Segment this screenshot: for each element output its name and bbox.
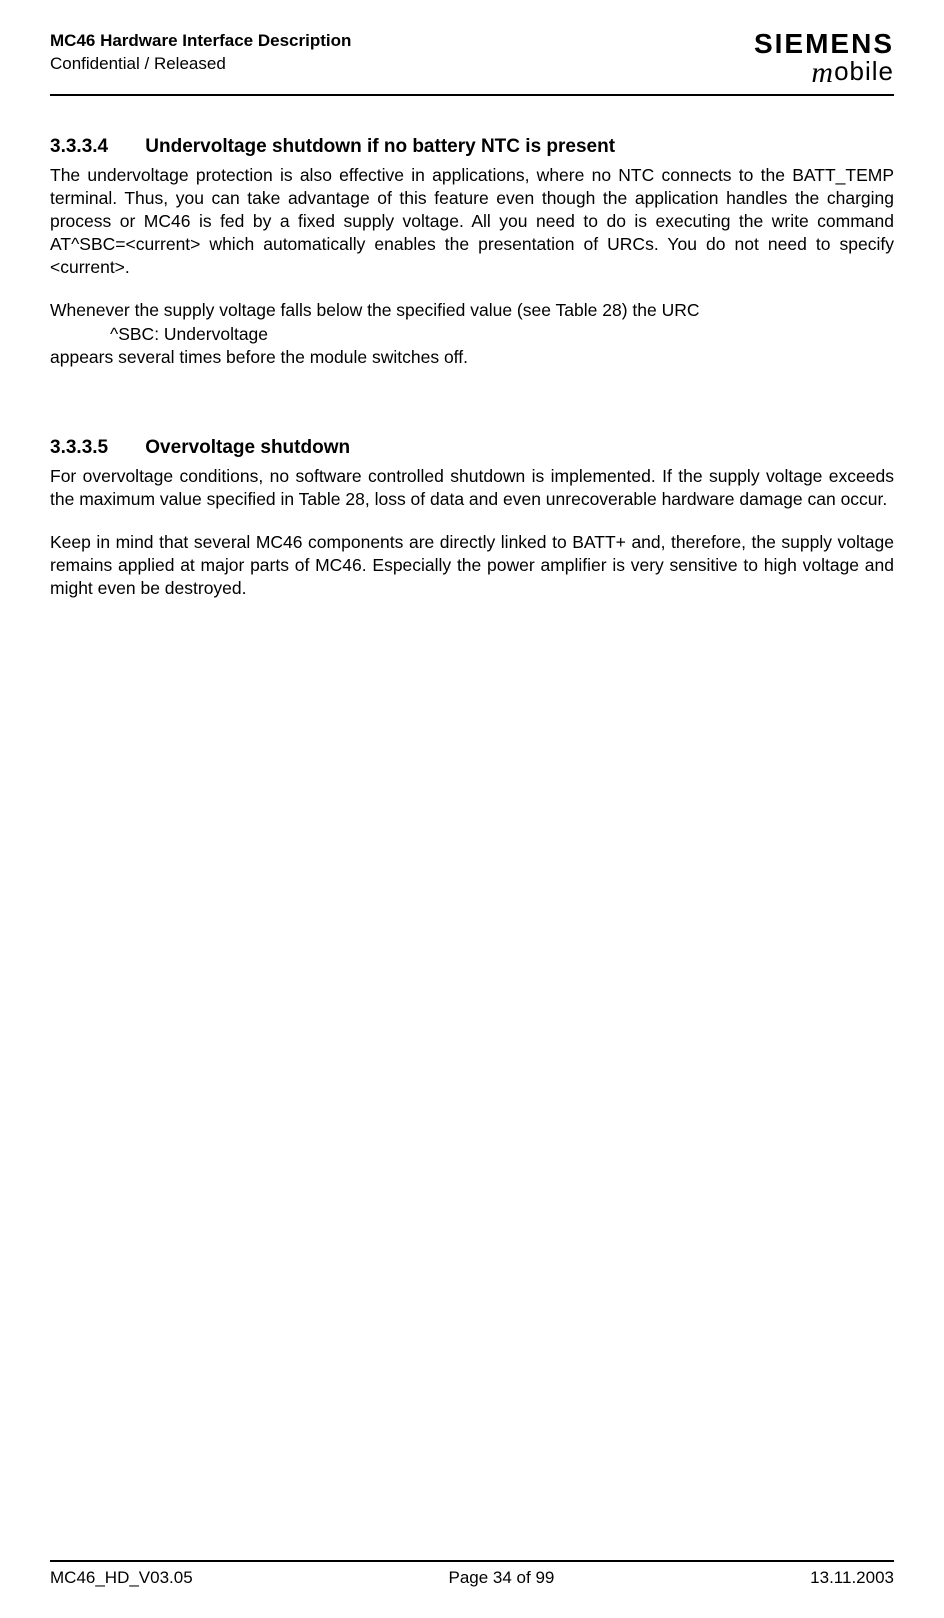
page-footer: MC46_HD_V03.05 Page 34 of 99 13.11.2003 (50, 1560, 894, 1588)
logo-mobile-m: m (811, 56, 834, 89)
page-header: MC46 Hardware Interface Description Conf… (50, 30, 894, 96)
section-title-1: Undervoltage shutdown if no battery NTC … (145, 136, 615, 157)
header-left-block: MC46 Hardware Interface Description Conf… (50, 30, 351, 76)
section1-para2-line1: Whenever the supply voltage falls below … (50, 300, 699, 320)
section-heading-2: 3.3.3.5 Overvoltage shutdown (50, 437, 894, 459)
siemens-logo: SIEMENS mobile (754, 30, 894, 88)
section1-para2: Whenever the supply voltage falls below … (50, 299, 894, 368)
section-heading-1: 3.3.3.4 Undervoltage shutdown if no batt… (50, 136, 894, 158)
logo-mobile-text: mobile (754, 58, 894, 88)
footer-center: Page 34 of 99 (449, 1568, 555, 1588)
logo-mobile-rest: obile (834, 56, 894, 86)
section2-para1: For overvoltage conditions, no software … (50, 465, 894, 511)
section-title-2: Overvoltage shutdown (145, 437, 350, 458)
logo-siemens-text: SIEMENS (754, 30, 894, 58)
section1-para1: The undervoltage protection is also effe… (50, 164, 894, 279)
section1-para2-line2: ^SBC: Undervoltage (50, 323, 894, 346)
section1-para2-line3: appears several times before the module … (50, 347, 468, 367)
section-number-2: 3.3.3.5 (50, 437, 140, 459)
footer-right: 13.11.2003 (810, 1568, 894, 1588)
section2-para2: Keep in mind that several MC46 component… (50, 531, 894, 600)
section-number-1: 3.3.3.4 (50, 136, 140, 158)
footer-left: MC46_HD_V03.05 (50, 1568, 193, 1588)
doc-title: MC46 Hardware Interface Description (50, 30, 351, 53)
doc-subtitle: Confidential / Released (50, 53, 351, 76)
section-gap (50, 389, 894, 437)
